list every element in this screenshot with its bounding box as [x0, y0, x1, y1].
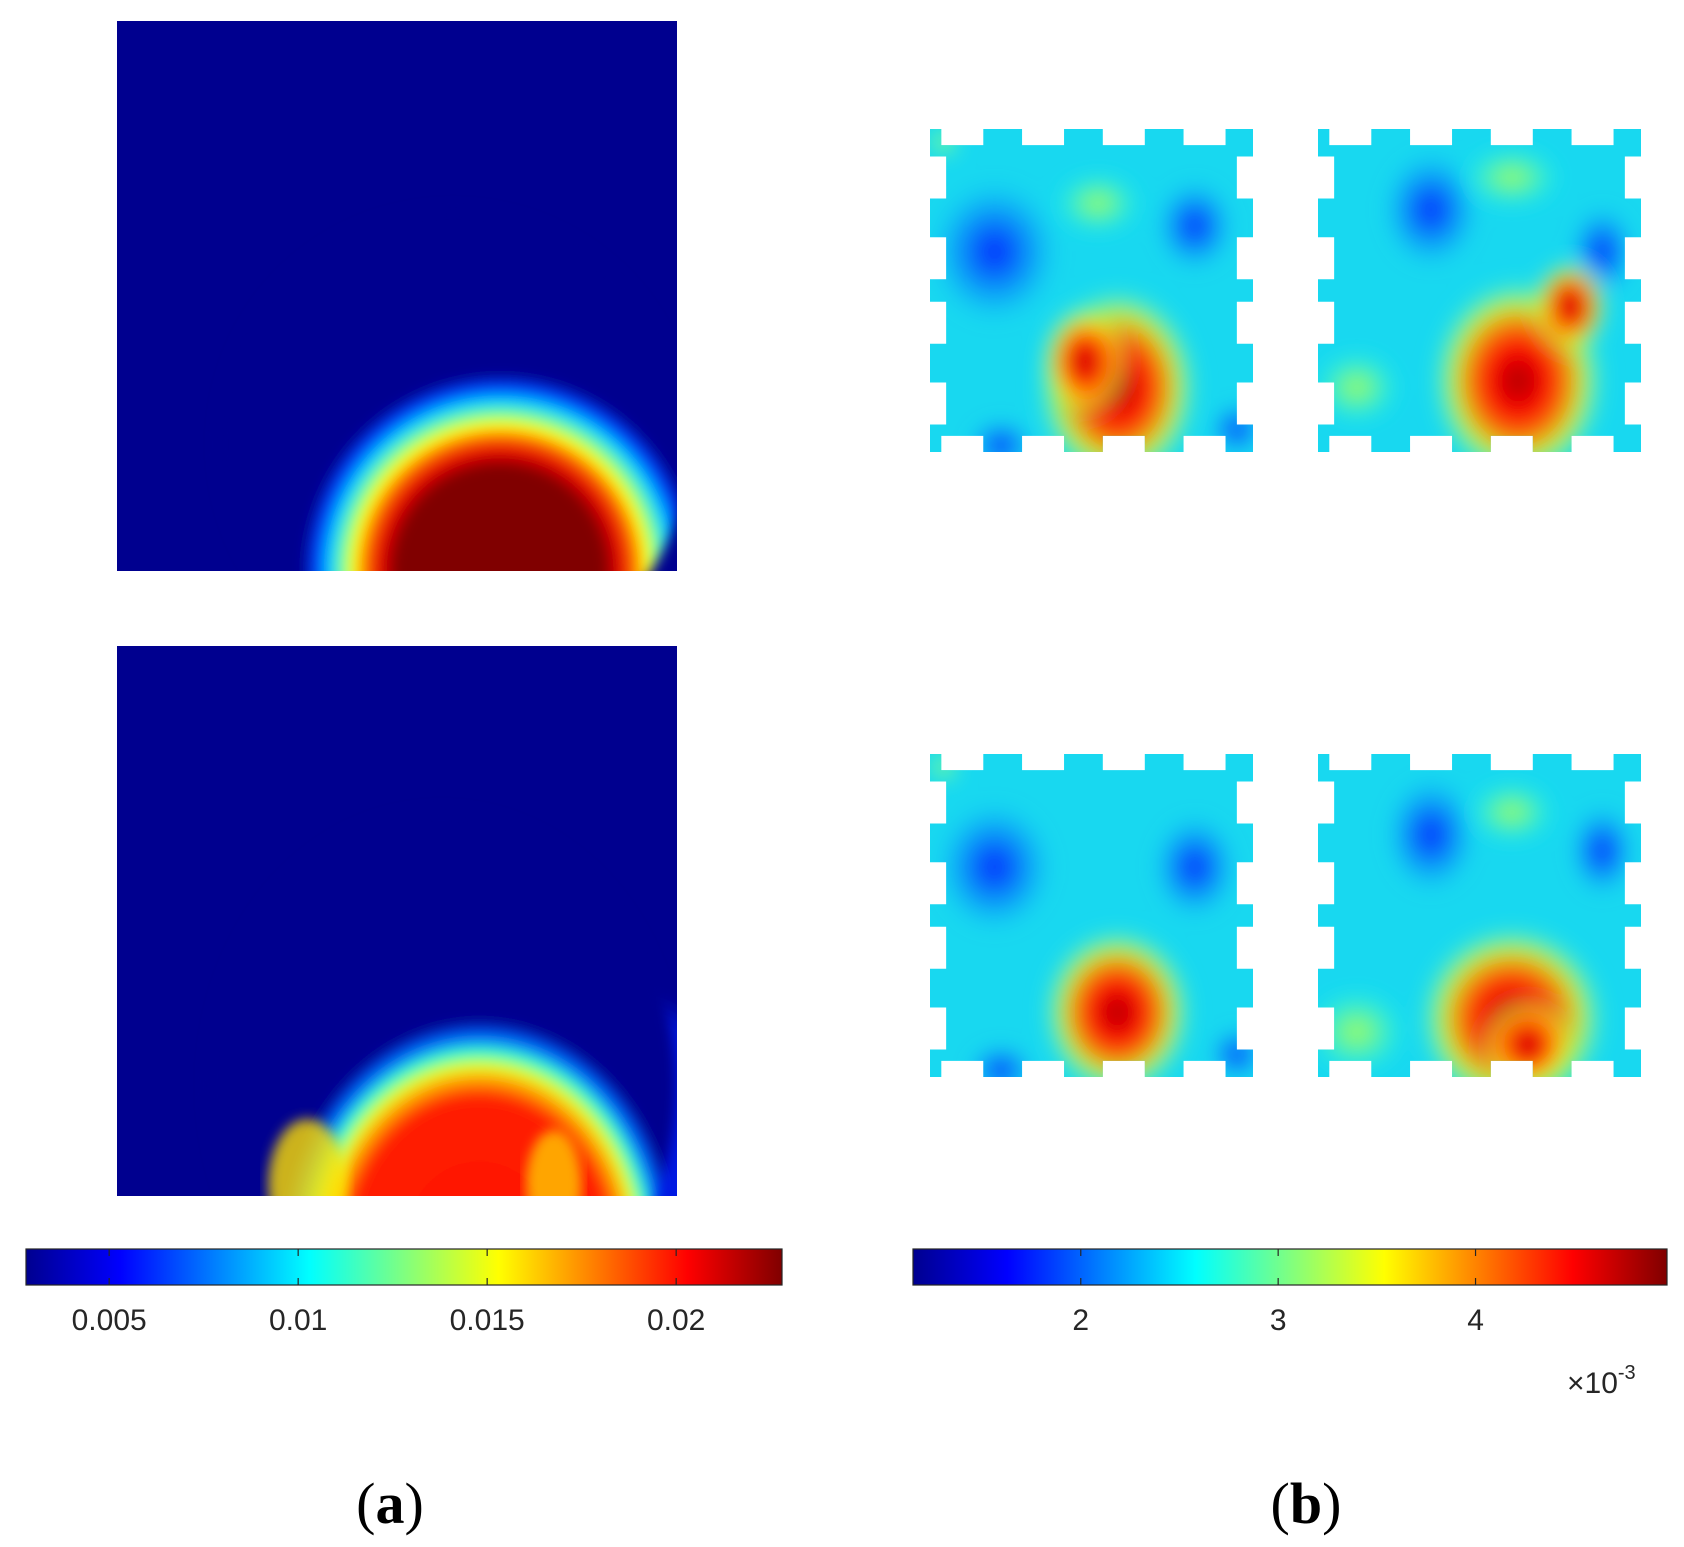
colorbar-a-tick-label: 0.01	[269, 1304, 327, 1337]
panel-b	[930, 129, 1641, 1077]
panel-a	[117, 21, 677, 1196]
heatmap-b-2	[1318, 129, 1641, 452]
colorbar-a-tick-label: 0.005	[72, 1304, 147, 1337]
colorbar-a-gradient	[25, 1248, 783, 1286]
colorbar-a: 0.005 0.01 0.015 0.02	[25, 1248, 783, 1337]
heatmap-a-1	[117, 21, 677, 571]
heatmap-b-1	[930, 129, 1253, 452]
colorbar-b-tick-label: 3	[1270, 1304, 1287, 1337]
colorbar-b-tick-label: 4	[1467, 1304, 1484, 1337]
colorbar-a-tick-label: 0.015	[450, 1304, 525, 1337]
panel-label-a: (a)	[356, 1471, 424, 1536]
colorbar-b-exponent: ×10-3	[1567, 1362, 1636, 1400]
colorbar-b: 2 3 4 ×10-3	[912, 1248, 1668, 1400]
colorbar-b-gradient	[912, 1248, 1668, 1286]
heatmap-b-3	[930, 754, 1253, 1077]
heatmap-a-2-feature	[207, 811, 677, 1196]
colorbar-a-tick-label: 0.02	[647, 1304, 705, 1337]
heatmap-a-2	[117, 646, 677, 1196]
colorbar-b-tick-label: 2	[1072, 1304, 1089, 1337]
colorbars: 0.005 0.01 0.015 0.02 2 3 4 ×10-3	[25, 1248, 1668, 1400]
panel-label-b: (b)	[1271, 1471, 1342, 1536]
heatmap-a-1-feature	[217, 209, 677, 571]
heatmap-b-4	[1318, 754, 1641, 1077]
